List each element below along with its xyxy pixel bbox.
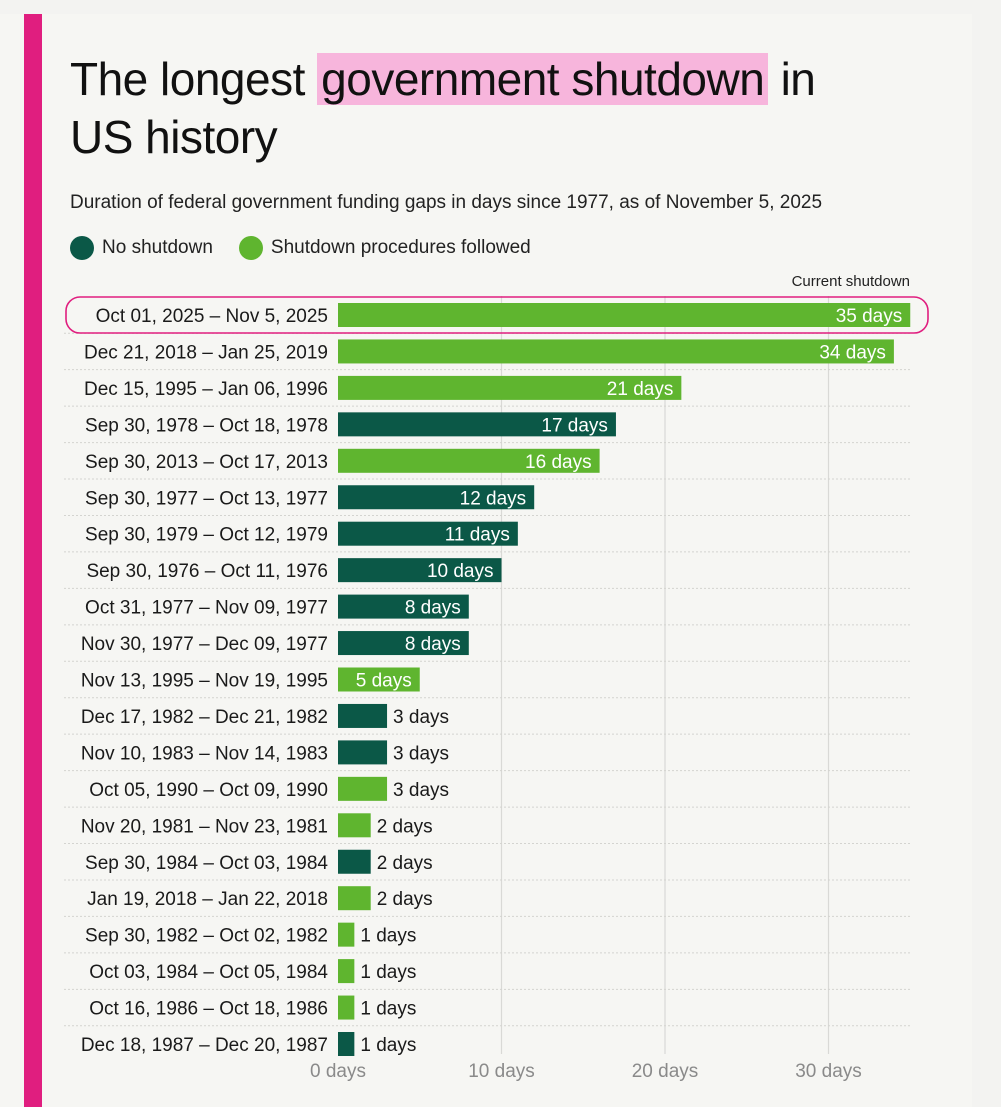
bar [338,375,682,400]
bar [338,1032,355,1056]
bar [338,521,518,546]
bar [338,448,600,473]
x-tick-label: 10 days [468,1061,535,1082]
category-label: Sep 30, 2013 – Oct 17, 2013 [85,452,328,473]
bar [338,631,469,656]
bar [338,995,355,1020]
title-highlight: government shutdown [317,53,769,105]
value-label: 2 days [377,816,433,837]
bar [338,813,371,838]
title-line-2: US history [70,111,278,163]
value-label: 35 days [836,306,903,327]
value-label: 21 days [607,379,674,400]
title-part-2: in [768,53,816,105]
bar [338,339,894,364]
chart-subtitle: Duration of federal government funding g… [70,192,823,213]
value-label: 5 days [356,671,412,692]
legend-label-no-shutdown: No shutdown [102,237,213,258]
category-label: Oct 16, 1986 – Oct 18, 1986 [89,999,328,1020]
bar [338,703,388,728]
x-tick-label: 20 days [632,1061,699,1082]
value-label: 8 days [405,598,461,619]
bar [338,303,911,327]
current-shutdown-annotation: Current shutdown [792,273,910,290]
x-tick-label: 30 days [795,1061,862,1082]
category-label: Sep 30, 1984 – Oct 03, 1984 [85,853,328,874]
value-label: 3 days [393,707,449,728]
value-label: 1 days [360,962,416,983]
title-part-1: The longest [70,53,318,105]
value-label: 16 days [525,452,592,473]
category-label: Sep 30, 1982 – Oct 02, 1982 [85,926,328,947]
legend-item-shutdown: Shutdown procedures followed [238,236,531,260]
legend-swatch-shutdown [238,236,263,260]
value-label: 2 days [377,853,433,874]
chart-legend: No shutdown Shutdown procedures followed [70,236,557,260]
category-label: Nov 30, 1977 – Dec 09, 1977 [81,634,328,655]
bar [338,922,355,947]
category-label: Sep 30, 1976 – Oct 11, 1976 [86,561,328,582]
bar [338,849,371,874]
category-label: Jan 19, 2018 – Jan 22, 2018 [87,889,328,910]
category-label: Oct 03, 1984 – Oct 05, 1984 [89,962,328,983]
category-label: Dec 21, 2018 – Jan 25, 2019 [84,342,328,363]
value-label: 11 days [445,525,510,546]
value-label: 1 days [360,926,416,947]
accent-stripe [24,14,42,1107]
category-label: Dec 18, 1987 – Dec 20, 1987 [81,1035,328,1056]
bar [338,667,420,692]
legend-item-no-shutdown: No shutdown [70,236,213,260]
bar [338,959,355,984]
bar [338,886,371,911]
chart-title: The longest government shutdown in US hi… [70,50,950,166]
x-tick-label: 0 days [310,1061,366,1082]
legend-swatch-no-shutdown [70,236,94,260]
bar [338,412,616,437]
category-label: Oct 05, 1990 – Oct 09, 1990 [89,780,328,801]
bar [338,594,469,619]
category-label: Nov 13, 1995 – Nov 19, 1995 [81,671,328,692]
value-label: 2 days [377,889,433,910]
value-label: 1 days [360,999,416,1020]
category-label: Oct 01, 2025 – Nov 5, 2025 [96,306,328,327]
category-label: Dec 17, 1982 – Dec 21, 1982 [81,707,328,728]
value-label: 3 days [393,780,449,801]
value-label: 17 days [541,415,608,436]
value-label: 1 days [360,1035,416,1056]
category-label: Sep 30, 1977 – Oct 13, 1977 [85,488,328,509]
value-label: 12 days [460,488,527,509]
bar [338,776,388,801]
value-label: 3 days [393,743,449,764]
category-label: Sep 30, 1979 – Oct 12, 1979 [85,525,328,546]
category-label: Sep 30, 1978 – Oct 18, 1978 [85,415,328,436]
category-label: Dec 15, 1995 – Jan 06, 1996 [84,379,328,400]
current-shutdown-highlight-box [65,296,929,334]
value-label: 34 days [819,342,886,363]
bar [338,740,388,765]
value-label: 10 days [427,561,494,582]
value-label: 8 days [405,634,461,655]
bar [338,558,502,583]
legend-label-shutdown: Shutdown procedures followed [270,237,531,258]
bar [338,485,535,510]
category-label: Nov 20, 1981 – Nov 23, 1981 [81,816,328,837]
category-label: Oct 31, 1977 – Nov 09, 1977 [85,598,328,619]
category-label: Nov 10, 1983 – Nov 14, 1983 [81,743,328,764]
